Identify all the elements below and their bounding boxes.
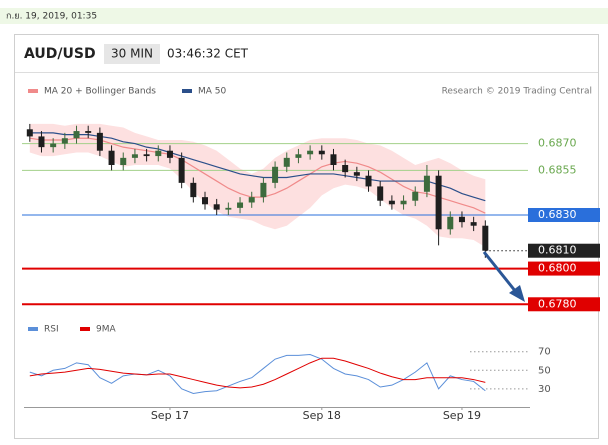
- level-label: 0.6780: [538, 297, 577, 310]
- symbol: AUD/USD: [24, 46, 96, 62]
- level-label: 0.6830: [538, 208, 577, 221]
- legend-label: 9MA: [96, 325, 116, 335]
- candle-body: [96, 132, 103, 151]
- interval: 30 MIN: [111, 47, 153, 61]
- candle-body: [26, 129, 33, 137]
- timestamp: ก.ย. 19, 2019, 01:35: [6, 12, 97, 22]
- candle-body: [482, 225, 489, 251]
- candle-body: [342, 165, 349, 173]
- candle-body: [237, 202, 244, 208]
- rsi-line: [29, 353, 486, 395]
- legend-swatch: [28, 89, 38, 93]
- candle-body: [190, 182, 197, 198]
- x-tick-label: Sep 18: [303, 409, 341, 422]
- moving-average: [29, 137, 486, 214]
- candle-body: [178, 157, 185, 183]
- candle-body: [307, 150, 314, 155]
- candle-body: [447, 216, 454, 230]
- candle-body: [225, 207, 232, 210]
- candle-body: [272, 166, 279, 183]
- arrow-head: [509, 285, 525, 302]
- candle-body: [73, 131, 80, 139]
- level-label: 0.6800: [538, 262, 577, 275]
- level-label: 0.6855: [538, 163, 577, 176]
- candle-body: [435, 175, 442, 230]
- candle-body: [295, 154, 302, 158]
- rsi-line: [29, 357, 486, 389]
- legend-swatch: [182, 89, 192, 93]
- candle-body: [166, 150, 173, 158]
- forecast-arrow: [482, 251, 518, 293]
- candle-body: [423, 175, 430, 192]
- moving-average: [29, 132, 486, 202]
- candle-body: [260, 182, 267, 198]
- candle-body: [388, 200, 395, 205]
- level-label: 0.6870: [538, 137, 577, 150]
- level-box: [528, 261, 600, 276]
- credit: Research © 2019 Trading Central: [442, 87, 592, 97]
- legend-label: RSI: [44, 325, 59, 335]
- candle-body: [38, 136, 45, 148]
- candle-body: [202, 197, 208, 205]
- candle-body: [143, 154, 150, 157]
- candle-body: [131, 154, 138, 158]
- candle-body: [377, 186, 384, 201]
- candle-body: [61, 138, 68, 144]
- level-label: 0.6810: [538, 244, 577, 257]
- candle-body: [248, 197, 255, 203]
- candle-body: [108, 150, 115, 165]
- level-box: [528, 243, 600, 258]
- top-strip: [0, 8, 608, 24]
- candle-body: [283, 157, 290, 167]
- legend-label: MA 20 + Bollinger Bands: [44, 87, 156, 97]
- level-box: [528, 297, 600, 312]
- legend-label: MA 50: [198, 87, 227, 97]
- candle-body: [155, 150, 162, 157]
- candle-body: [50, 143, 57, 148]
- candle-body: [120, 157, 127, 165]
- candle-body: [85, 131, 92, 133]
- legend-swatch: [28, 327, 38, 331]
- y-tick-label: 50: [538, 365, 551, 376]
- candle-body: [470, 222, 477, 226]
- candle-body: [458, 216, 465, 223]
- candle-body: [400, 200, 407, 205]
- x-tick-label: Sep 17: [151, 409, 189, 422]
- candle-body: [213, 204, 220, 210]
- x-tick-label: Sep 19: [443, 409, 481, 422]
- candle-body: [365, 175, 372, 187]
- clock: 03:46:32 CET: [167, 47, 249, 61]
- y-tick-label: 70: [538, 347, 551, 358]
- candle-body: [353, 172, 360, 176]
- candle-body: [412, 191, 419, 201]
- plot: 0.6870 0.6855 0.6830 0.6810 0.6800 0.6780 Sep …: [22, 123, 600, 422]
- interval-box: [104, 44, 160, 64]
- legend-swatch: [80, 327, 90, 331]
- candle-body: [330, 154, 337, 165]
- y-tick-label: 30: [538, 384, 551, 395]
- level-box: [528, 208, 600, 222]
- candle-body: [318, 150, 325, 155]
